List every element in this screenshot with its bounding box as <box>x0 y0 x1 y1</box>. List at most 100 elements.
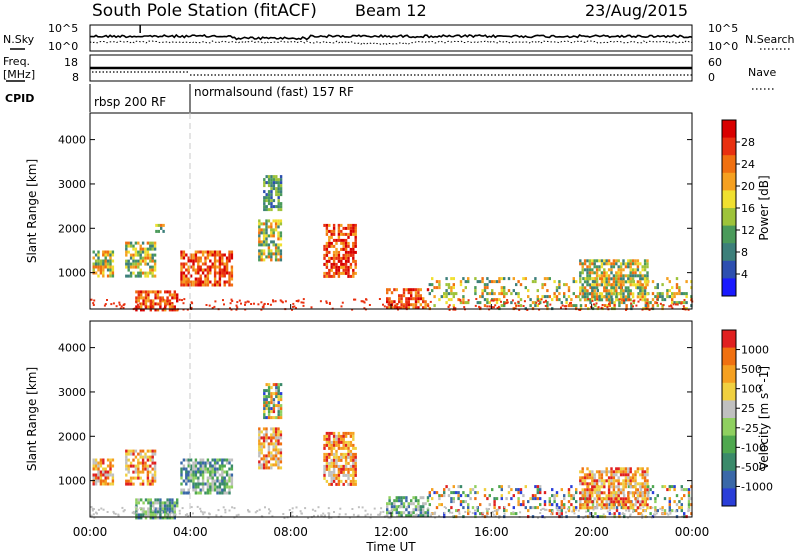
heatmap-cell <box>608 512 611 516</box>
heatmap-cell <box>328 440 331 444</box>
heatmap-cell <box>337 443 341 447</box>
heatmap-cell <box>574 508 577 511</box>
heatmap-cell <box>272 219 275 223</box>
heatmap-cell <box>398 300 401 304</box>
heatmap-cell <box>204 467 207 471</box>
heatmap-cell <box>230 482 234 486</box>
heatmap-cell <box>595 506 599 510</box>
heatmap-cell <box>141 510 144 513</box>
heatmap-cell <box>155 229 158 233</box>
heatmap-cell <box>260 240 263 244</box>
heatmap-cell <box>506 299 509 301</box>
heatmap-cell <box>430 514 432 517</box>
heatmap-cell <box>405 288 408 292</box>
heatmap-cell <box>153 470 157 474</box>
heatmap-cell <box>619 286 623 290</box>
heatmap-cell <box>352 241 355 245</box>
heatmap-cell <box>149 482 152 486</box>
heatmap-cell <box>352 458 355 462</box>
heatmap-cell <box>270 193 273 197</box>
heatmap-cell <box>113 512 116 515</box>
heatmap-cell <box>398 499 401 503</box>
heatmap-cell <box>185 280 188 284</box>
heatmap-cell <box>512 506 515 510</box>
heatmap-cell <box>608 304 611 308</box>
heatmap-cell <box>624 262 628 266</box>
heatmap-cell <box>335 449 338 453</box>
heatmap-cell <box>639 274 642 278</box>
heatmap-cell <box>581 494 584 498</box>
heatmap-cell <box>102 482 105 486</box>
heatmap-cell <box>328 482 331 486</box>
heatmap-cell <box>412 496 415 500</box>
heatmap-cell <box>565 301 568 305</box>
colorbar-swatch <box>722 120 736 139</box>
heatmap-cell <box>265 407 268 411</box>
heatmap-cell <box>405 300 408 304</box>
heatmap-cell <box>153 265 157 269</box>
heatmap-cell <box>579 289 582 293</box>
heatmap-cell <box>144 464 147 468</box>
heatmap-cell <box>254 511 257 514</box>
heatmap-cell <box>426 511 430 515</box>
heatmap-cell <box>593 303 595 306</box>
heatmap-cell <box>279 249 283 253</box>
heatmap-cell <box>649 488 652 492</box>
heatmap-cell <box>643 500 647 504</box>
heatmap-cell <box>467 512 470 516</box>
heatmap-cell <box>464 494 467 498</box>
heatmap-cell <box>417 499 420 503</box>
heatmap-cell <box>388 499 391 503</box>
heatmap-cell <box>636 268 640 272</box>
heatmap-cell <box>512 512 515 516</box>
heatmap-cell <box>328 250 331 254</box>
heatmap-cell <box>277 457 280 461</box>
heatmap-cell <box>583 292 587 296</box>
heatmap-cell <box>337 440 341 444</box>
heatmap-cell <box>192 482 195 486</box>
heatmap-cell <box>662 304 665 307</box>
heatmap-cell <box>440 503 443 507</box>
heatmap-cell <box>218 473 222 477</box>
heatmap-cell <box>349 232 353 236</box>
heatmap-cell <box>612 479 616 483</box>
heatmap-cell <box>270 190 273 194</box>
heatmap-cell <box>622 467 625 471</box>
heatmap-cell <box>419 297 422 301</box>
heatmap-cell <box>500 497 503 501</box>
heatmap-cell <box>340 434 343 438</box>
heatmap-cell <box>189 259 193 263</box>
heatmap-cell <box>199 277 202 281</box>
heatmap-cell <box>189 256 193 260</box>
heatmap-cell <box>277 433 280 437</box>
heatmap-cell <box>617 491 620 495</box>
heatmap-cell <box>365 298 367 301</box>
heatmap-cell <box>274 436 278 440</box>
heatmap-cell <box>447 283 451 287</box>
heatmap-cell <box>639 512 643 516</box>
heatmap-cell <box>218 253 222 257</box>
heatmap-cell <box>541 507 544 510</box>
heatmap-cell <box>149 479 152 483</box>
heatmap-cell <box>199 507 202 510</box>
colorbar-tick-label: 4 <box>741 268 748 281</box>
heatmap-cell <box>137 464 140 468</box>
heatmap-cell <box>337 464 341 468</box>
heatmap-cell <box>639 503 642 507</box>
heatmap-cell <box>218 259 222 263</box>
heatmap-cell <box>342 431 345 435</box>
heatmap-cell <box>522 503 525 507</box>
heatmap-cell <box>185 482 188 486</box>
heatmap-cell <box>187 271 190 275</box>
heatmap-cell <box>221 256 224 260</box>
heatmap-cell <box>666 292 669 296</box>
heatmap-cell <box>643 503 647 507</box>
heatmap-cell <box>615 292 619 296</box>
heatmap-cell <box>335 437 338 441</box>
heatmap-cell <box>137 467 140 471</box>
heatmap-cell <box>656 301 659 304</box>
heatmap-cell <box>435 280 439 284</box>
heatmap-cell <box>445 283 448 287</box>
heatmap-cell <box>510 497 513 501</box>
colorbar-swatch <box>722 382 736 401</box>
